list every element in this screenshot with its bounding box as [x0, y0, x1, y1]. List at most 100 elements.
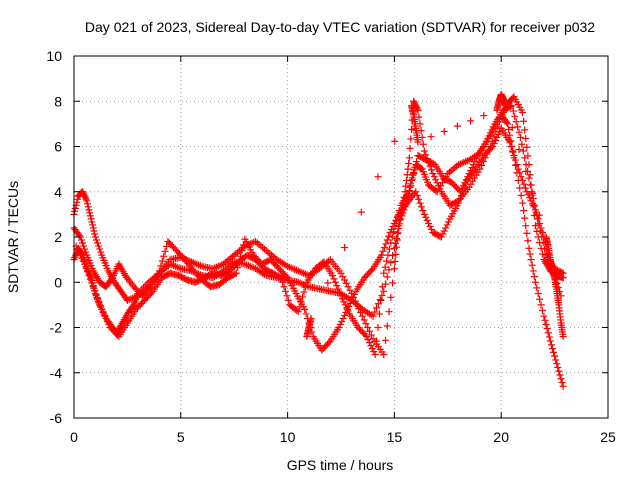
data-point-marker — [367, 331, 375, 339]
data-point-marker — [353, 301, 361, 309]
data-point-marker — [535, 221, 543, 229]
data-point-marker — [363, 333, 371, 341]
data-point-marker — [439, 230, 447, 238]
data-point-marker — [520, 117, 528, 125]
data-point-marker — [387, 293, 395, 301]
data-point-marker — [389, 279, 397, 287]
data-point-marker — [520, 207, 528, 215]
data-point-marker — [515, 146, 523, 154]
data-point-marker — [553, 360, 561, 368]
data-point-marker — [365, 327, 373, 335]
data-point-marker — [339, 314, 347, 322]
data-point-marker — [468, 164, 476, 172]
data-point-marker — [145, 284, 153, 292]
data-point-marker — [293, 307, 301, 315]
data-point-marker — [472, 155, 480, 163]
data-point-marker — [333, 282, 341, 290]
x-tick-label: 5 — [177, 429, 185, 445]
data-point-marker — [82, 264, 90, 272]
data-point-marker — [469, 161, 477, 169]
data-point-marker — [429, 170, 437, 178]
data-point-marker — [97, 248, 105, 256]
data-point-marker — [556, 371, 564, 379]
data-point-marker — [485, 132, 493, 140]
data-point-marker — [392, 250, 400, 258]
data-point-marker — [390, 265, 398, 273]
data-point-marker — [390, 228, 398, 236]
data-point-marker — [532, 208, 540, 216]
data-point-marker — [79, 239, 87, 247]
data-point-marker — [346, 299, 354, 307]
data-point-marker — [93, 239, 101, 247]
series-track-d — [72, 102, 567, 359]
data-point-marker — [427, 133, 435, 141]
data-point-marker — [371, 308, 379, 316]
data-point-marker — [508, 124, 516, 132]
data-point-marker — [102, 314, 110, 322]
data-point-marker — [382, 240, 390, 248]
data-point-marker — [531, 201, 539, 209]
data-point-marker — [238, 247, 246, 255]
data-point-marker — [80, 191, 88, 199]
y-tick-label: 2 — [54, 229, 62, 245]
data-point-marker — [531, 278, 539, 286]
data-point-marker — [511, 156, 519, 164]
data-point-marker — [378, 251, 386, 259]
data-point-marker — [559, 382, 567, 390]
data-point-marker — [83, 197, 91, 205]
data-point-marker — [341, 311, 349, 319]
data-point-marker — [552, 356, 560, 364]
data-point-marker — [524, 237, 532, 245]
data-point-marker — [348, 296, 356, 304]
data-point-marker — [276, 273, 284, 281]
data-point-marker — [453, 122, 461, 130]
data-point-marker — [412, 188, 420, 196]
data-point-marker — [78, 254, 86, 262]
data-point-marker — [381, 263, 389, 271]
data-point-marker — [338, 295, 346, 303]
data-point-marker — [414, 138, 422, 146]
y-tick-label: 4 — [54, 184, 62, 200]
data-point-marker — [385, 308, 393, 316]
data-point-marker — [351, 297, 359, 305]
x-tick-label: 20 — [493, 429, 509, 445]
data-point-marker — [442, 224, 450, 232]
data-point-marker — [530, 273, 538, 281]
axis-ticks: 0 5 10 15 20 25 -6 -4 -2 0 2 4 6 8 10 — [46, 48, 616, 445]
data-point-marker — [361, 331, 369, 339]
data-point-marker — [343, 305, 351, 313]
data-point-marker — [81, 192, 89, 200]
data-point-marker — [380, 244, 388, 252]
y-tick-label: 0 — [54, 274, 62, 290]
data-point-marker — [395, 222, 403, 230]
data-point-marker — [383, 273, 391, 281]
data-point-marker — [559, 269, 567, 277]
data-point-marker — [344, 307, 352, 315]
data-point-marker — [522, 161, 530, 169]
data-point-marker — [456, 195, 464, 203]
data-point-marker — [387, 239, 395, 247]
data-point-marker — [422, 213, 430, 221]
data-point-marker — [307, 314, 315, 322]
data-point-marker — [394, 229, 402, 237]
data-point-marker — [440, 127, 448, 135]
data-point-marker — [503, 118, 511, 126]
data-point-marker — [338, 317, 346, 325]
data-point-marker — [555, 367, 563, 375]
data-point-marker — [71, 207, 79, 215]
data-point-marker — [95, 298, 103, 306]
data-point-marker — [358, 312, 366, 320]
data-point-marker — [489, 143, 497, 150]
data-point-marker — [489, 123, 497, 131]
data-point-marker — [367, 342, 375, 350]
data-point-marker — [415, 195, 423, 203]
data-point-marker — [487, 129, 495, 137]
data-point-marker — [405, 159, 413, 167]
data-point-marker — [365, 339, 373, 347]
x-axis-label: GPS time / hours — [287, 457, 394, 473]
data-point-marker — [410, 97, 418, 105]
data-point-marker — [413, 192, 421, 200]
data-point-marker — [340, 298, 348, 306]
data-point-marker — [513, 161, 521, 169]
data-point-marker — [383, 257, 391, 265]
